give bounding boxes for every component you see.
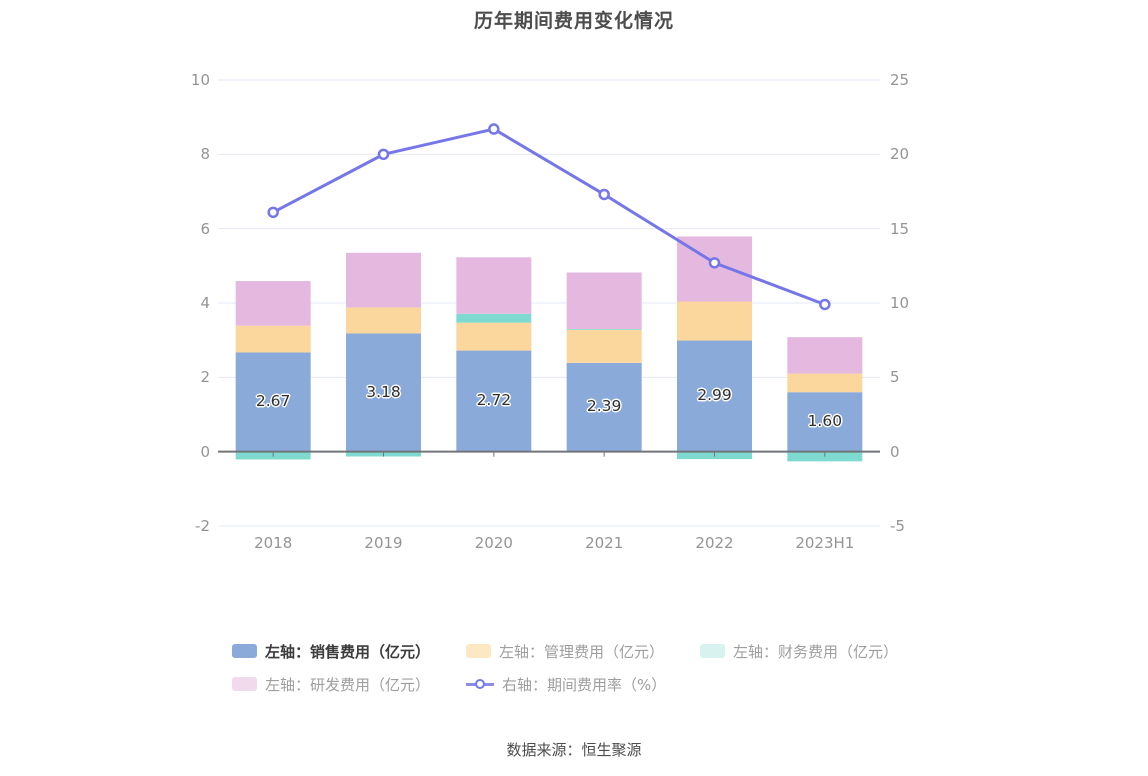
bar-segment-2021[interactable] — [566, 329, 642, 363]
legend-row: 左轴：研发费用（亿元） 右轴：期间费用率（%） — [232, 673, 952, 695]
left-axis-tick-label: -2 — [195, 517, 210, 535]
x-axis-category-label: 2022 — [695, 534, 734, 552]
right-axis-tick-label: 0 — [890, 442, 900, 461]
bar-segment-2020[interactable] — [456, 257, 532, 314]
legend-swatch-icon — [232, 677, 257, 691]
bar-segment-2019[interactable] — [346, 307, 421, 334]
legend-item[interactable]: 左轴：管理费用（亿元） — [466, 641, 700, 662]
right-axis-tick-label: 20 — [890, 145, 910, 164]
rate-line-series — [272, 127, 826, 306]
x-axis-category-label: 2021 — [585, 534, 624, 552]
right-axis-tick-label: 10 — [890, 294, 910, 312]
bar-segment-2019[interactable] — [346, 333, 421, 452]
line-marker-2018[interactable] — [267, 206, 279, 219]
line-marker-2021[interactable] — [598, 188, 610, 201]
bar-value-label: 2.67 — [255, 392, 291, 411]
legend-swatch-icon — [466, 644, 491, 658]
bar-value-label: 1.60 — [807, 411, 843, 430]
bar-segment-2018[interactable] — [235, 325, 311, 353]
bar-segment-2023H1[interactable] — [787, 337, 863, 374]
bar-segment-2023H1[interactable] — [787, 373, 863, 393]
bar-segment-2020[interactable] — [456, 350, 532, 452]
left-axis-tick-label: 6 — [200, 219, 210, 238]
bar-segment-2023H1[interactable] — [787, 392, 863, 452]
bar-segment-2020[interactable] — [456, 322, 532, 351]
left-axis-tick-label: 2 — [200, 368, 210, 387]
left-axis-tick-label: 8 — [200, 145, 210, 164]
right-axis-tick-label: 15 — [890, 219, 910, 238]
bar-segment-2018[interactable] — [235, 352, 311, 452]
legend-item[interactable]: 左轴：研发费用（亿元） — [232, 674, 466, 695]
line-marker-2022[interactable] — [708, 257, 721, 269]
bar-segment-2022[interactable] — [677, 301, 752, 341]
bar-segment-2018[interactable] — [235, 281, 311, 326]
right-axis-tick-label: -5 — [890, 517, 905, 535]
bar-segment-2021[interactable] — [566, 272, 642, 330]
data-source-caption: 数据来源：恒生聚源 — [506, 741, 642, 759]
right-axis-tick-label: 5 — [890, 368, 900, 387]
chart-legend: 左轴：销售费用（亿元） 左轴：管理费用（亿元） 左轴：财务费用（亿元） 左轴：研发费用… — [232, 640, 952, 706]
bar-value-label: 3.18 — [366, 382, 401, 401]
x-axis-category-label: 2023H1 — [795, 534, 855, 552]
legend-label: 左轴：销售费用（亿元） — [265, 642, 431, 661]
line-marker-2020[interactable] — [488, 123, 500, 135]
left-axis-tick-label: 0 — [200, 442, 210, 461]
legend-item[interactable]: 右轴：期间费用率（%） — [466, 674, 666, 695]
x-axis-category-label: 2019 — [364, 534, 403, 552]
legend-swatch-icon — [700, 644, 725, 658]
bar-value-label: 2.39 — [586, 397, 622, 416]
x-axis-category-label: 2018 — [254, 534, 293, 552]
legend-label: 右轴：期间费用率（%） — [502, 675, 667, 694]
bar-segment-2020[interactable] — [456, 313, 532, 323]
legend-label: 左轴：财务费用（亿元） — [733, 642, 899, 661]
legend-item[interactable]: 左轴：销售费用（亿元） — [232, 641, 466, 662]
right-axis-tick-label: 25 — [890, 71, 910, 89]
legend-swatch-icon — [232, 644, 257, 658]
legend-row: 左轴：销售费用（亿元） 左轴：管理费用（亿元） 左轴：财务费用（亿元） — [232, 640, 952, 662]
left-axis-tick-label: 4 — [200, 294, 210, 312]
bar-segment-2019[interactable] — [346, 252, 421, 308]
line-marker-2023H1[interactable] — [819, 298, 831, 311]
bar-segment-2021[interactable] — [566, 329, 642, 330]
bar-segment-2022[interactable] — [677, 340, 752, 452]
legend-label: 左轴：管理费用（亿元） — [499, 642, 665, 661]
bar-value-label: 2.99 — [697, 386, 732, 405]
legend-label: 左轴：研发费用（亿元） — [265, 675, 431, 694]
bar-value-label: 2.72 — [476, 391, 512, 410]
x-axis-category-label: 2020 — [474, 534, 513, 552]
chart-title: 历年期间费用变化情况 — [473, 10, 674, 32]
line-marker-2019[interactable] — [377, 148, 390, 161]
legend-line-marker-icon — [466, 677, 494, 691]
legend-item[interactable]: 左轴：财务费用（亿元） — [700, 641, 898, 662]
left-axis-tick-label: 10 — [190, 71, 210, 89]
bar-segment-2021[interactable] — [566, 362, 642, 452]
